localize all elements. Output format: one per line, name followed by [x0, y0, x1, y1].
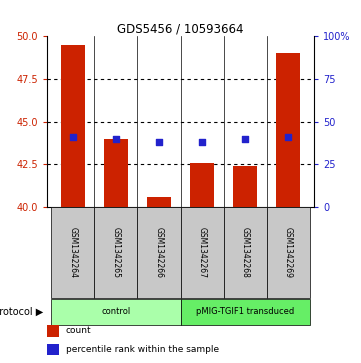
Point	[285, 134, 291, 140]
Title: GDS5456 / 10593664: GDS5456 / 10593664	[117, 22, 244, 35]
Text: GSM1342267: GSM1342267	[197, 227, 206, 278]
Bar	[233, 166, 257, 207]
Point	[113, 136, 119, 142]
Text: GSM1342268: GSM1342268	[241, 227, 249, 278]
Bar	[61, 45, 84, 207]
Text: pMIG-TGIF1 transduced: pMIG-TGIF1 transduced	[196, 307, 294, 316]
Text: percentile rank within the sample: percentile rank within the sample	[66, 345, 219, 354]
Text: control: control	[101, 307, 130, 316]
Bar	[47, 344, 59, 355]
Point	[156, 139, 162, 145]
FancyBboxPatch shape	[51, 299, 180, 325]
Text: GSM1342265: GSM1342265	[112, 227, 120, 278]
Bar	[104, 139, 128, 207]
Bar	[47, 325, 59, 337]
FancyBboxPatch shape	[51, 207, 94, 298]
FancyBboxPatch shape	[138, 207, 180, 298]
Text: protocol ▶: protocol ▶	[0, 307, 43, 317]
Text: count: count	[66, 326, 91, 335]
FancyBboxPatch shape	[223, 207, 267, 298]
Bar	[277, 53, 300, 207]
FancyBboxPatch shape	[267, 207, 310, 298]
Point	[242, 136, 248, 142]
Point	[199, 139, 205, 145]
Text: GSM1342269: GSM1342269	[284, 227, 293, 278]
FancyBboxPatch shape	[180, 207, 223, 298]
Bar	[147, 197, 171, 207]
Text: GSM1342266: GSM1342266	[155, 227, 164, 278]
FancyBboxPatch shape	[94, 207, 138, 298]
Point	[70, 134, 76, 140]
Bar	[190, 163, 214, 207]
FancyBboxPatch shape	[180, 299, 310, 325]
Text: GSM1342264: GSM1342264	[68, 227, 77, 278]
